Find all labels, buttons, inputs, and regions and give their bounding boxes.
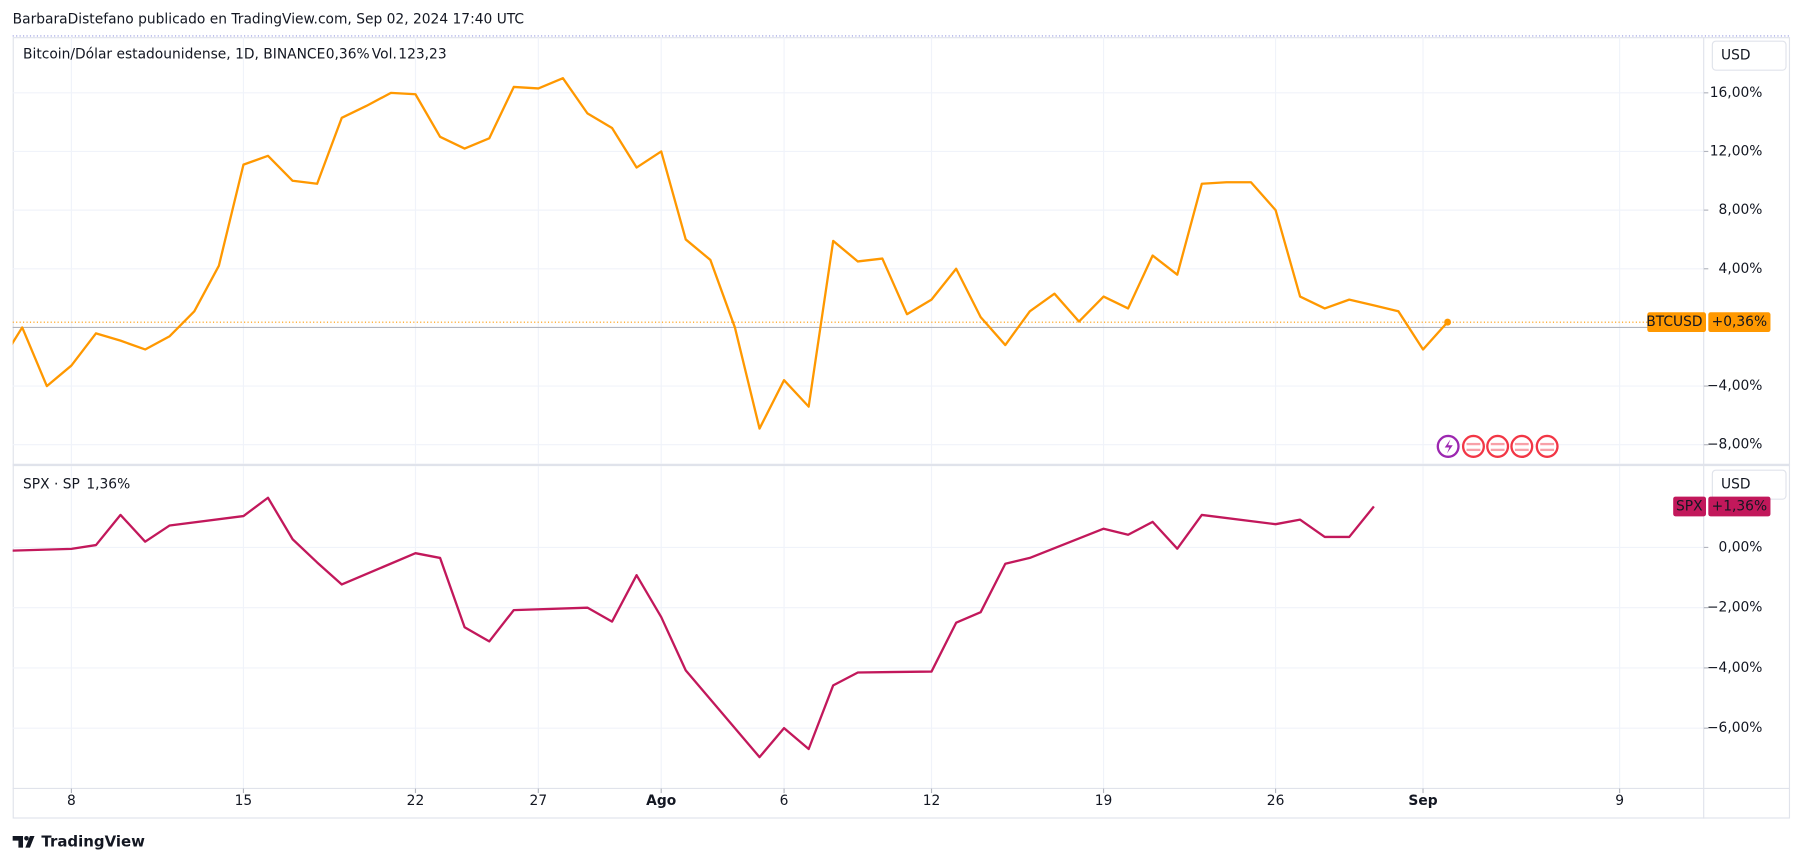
y-tick-label: −4,00% xyxy=(1707,378,1762,394)
plots xyxy=(12,76,1704,759)
x-tick-label: Ago xyxy=(646,793,676,809)
y-tick-label: 16,00% xyxy=(1710,85,1763,101)
x-tick-label: 12 xyxy=(923,793,941,809)
x-tick-label: Sep xyxy=(1408,793,1437,809)
publisher-header: BarbaraDistefano publicado en TradingVie… xyxy=(13,12,524,28)
currency-label: USD xyxy=(1721,48,1751,64)
x-tick-label: 26 xyxy=(1267,793,1285,809)
x-tick-label: 22 xyxy=(407,793,425,809)
volume-label: Vol. xyxy=(372,46,397,62)
last-point xyxy=(1444,318,1452,326)
volume: 123,23 xyxy=(398,46,446,62)
x-tick-label: 15 xyxy=(235,793,253,809)
footer-logo xyxy=(12,835,35,848)
series-line xyxy=(12,496,1375,759)
overlay: 16,00% 12,00% 8,00% 4,00% −4,00% −8,00% USD Bit… xyxy=(23,40,1787,809)
change: 0,36% xyxy=(326,46,370,62)
price-tag-name xyxy=(1647,312,1707,332)
chart-frame xyxy=(12,37,1791,819)
y-tick-label: 8,00% xyxy=(1719,202,1763,218)
x-tick-label: 27 xyxy=(530,793,548,809)
price-tag-name xyxy=(1673,496,1707,517)
y-tick-label: −2,00% xyxy=(1707,600,1762,616)
x-tick-label: 8 xyxy=(67,793,76,809)
y-tick-label: −4,00% xyxy=(1707,660,1762,676)
y-tick-label: −6,00% xyxy=(1707,720,1762,736)
x-tick-label: 9 xyxy=(1615,793,1624,809)
y-tick-label: 0,00% xyxy=(1719,539,1763,555)
price-tag-value-text: +1,36% xyxy=(1712,498,1767,514)
price-tag-value xyxy=(1708,496,1771,517)
x-tick-label: 19 xyxy=(1095,793,1113,809)
y-tick-label: 4,00% xyxy=(1719,261,1763,277)
price-tag-name-text: SPX xyxy=(1676,498,1703,514)
symbol-title: Bitcoin/Dólar estadounidense, 1D, BINANC… xyxy=(23,46,325,62)
series-line xyxy=(12,76,1449,430)
footer-brand: TradingView xyxy=(41,832,145,850)
y-tick-label: 12,00% xyxy=(1710,143,1763,159)
event-icons xyxy=(1436,434,1559,458)
change: 1,36% xyxy=(86,477,130,493)
price-tag-name-text: BTCUSD xyxy=(1646,314,1702,330)
x-tick-label: 6 xyxy=(780,793,789,809)
price-tag-value-text: +0,36% xyxy=(1712,314,1767,330)
grid xyxy=(12,37,1709,789)
currency-box xyxy=(1711,40,1787,71)
y-tick-label: −8,00% xyxy=(1707,437,1762,453)
currency-label: USD xyxy=(1721,477,1751,493)
symbol-title: SPX · SP xyxy=(23,477,80,493)
price-tag-value xyxy=(1708,312,1771,332)
